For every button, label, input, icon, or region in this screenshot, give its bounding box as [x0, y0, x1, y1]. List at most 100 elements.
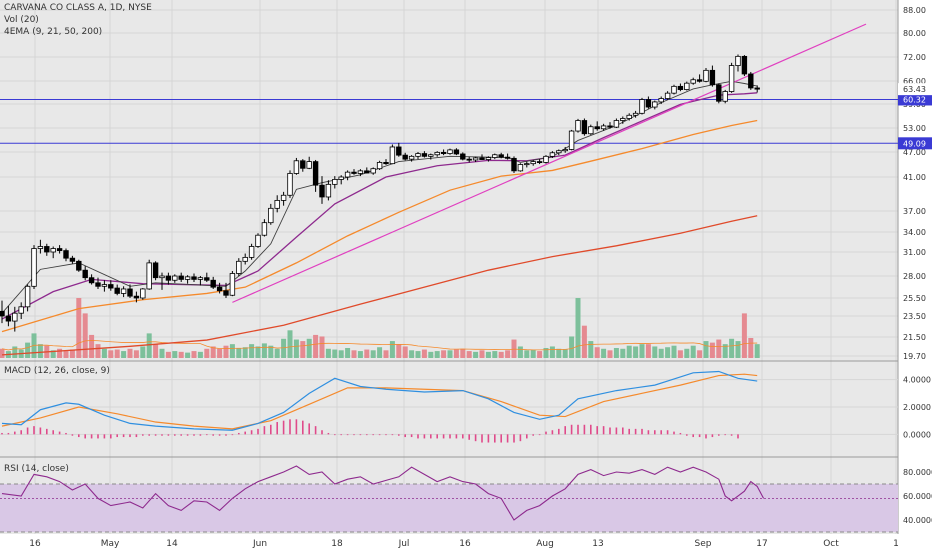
volume-bar [473, 351, 479, 358]
price-tick-label: 21.50 [903, 333, 926, 342]
candle-body [216, 286, 223, 292]
macd-histogram-bar [545, 431, 547, 435]
candle-body [293, 160, 300, 174]
candle-body [396, 146, 402, 156]
candle-body [120, 288, 127, 294]
macd-histogram-bar [289, 419, 291, 435]
volume-bar [588, 341, 594, 358]
candle-body [274, 200, 280, 209]
volume-bar [178, 351, 184, 358]
macd-histogram-bar [142, 434, 144, 436]
volume-bar [697, 350, 703, 358]
candle-body [357, 170, 364, 174]
volume-bar [191, 351, 197, 358]
price-tick-label: 19.70 [903, 352, 926, 361]
macd-histogram-bar [295, 419, 298, 435]
macd-histogram-bar [500, 434, 502, 443]
macd-histogram-bar [270, 424, 272, 435]
macd-histogram-bar [391, 434, 394, 436]
candle-body [524, 163, 530, 166]
volume-bar [204, 348, 210, 358]
candle-body [594, 126, 600, 130]
candle-body [178, 275, 184, 280]
volume-bar [402, 346, 408, 358]
macd-histogram-bar [417, 434, 419, 439]
candle-body [575, 120, 581, 132]
volume-bar [319, 336, 325, 358]
volume-bar [153, 344, 159, 358]
volume-bar [76, 298, 82, 358]
rsi-tick-label: 60.0000 [903, 492, 932, 501]
volume-bar [197, 351, 203, 358]
volume-bar [466, 351, 472, 358]
price-tick-label: 25.50 [903, 294, 926, 303]
candle-body [88, 277, 95, 284]
volume-bar [293, 339, 299, 358]
macd-histogram-bar [46, 428, 48, 435]
date-tick-label: Jun [252, 539, 267, 549]
macd-histogram-bar [564, 426, 566, 435]
candle-body [127, 288, 133, 297]
price-tick-label: 53.00 [903, 124, 926, 133]
macd-histogram-bar [532, 434, 534, 436]
macd-histogram-bar [212, 434, 214, 436]
volume-bar [108, 350, 114, 358]
macd-histogram-bar [302, 420, 304, 435]
macd-histogram-bar [250, 430, 253, 435]
volume-bar [370, 350, 376, 358]
volume-bar [633, 346, 639, 358]
price-tick-label: 66.00 [903, 77, 926, 86]
macd-histogram-bar [276, 422, 278, 435]
volume-bar [383, 350, 389, 358]
macd-histogram-bar [519, 434, 522, 442]
macd-histogram-bar [590, 424, 592, 435]
candle-body [204, 277, 210, 281]
macd-histogram-bar [558, 428, 560, 435]
volume-bar [281, 338, 287, 358]
volume-bar [121, 351, 127, 358]
candle-body [223, 290, 229, 296]
macd-histogram-bar [462, 434, 464, 439]
vol-legend: Vol (20) [4, 15, 39, 25]
macd-histogram-bar [538, 434, 541, 436]
candle-body [671, 85, 677, 94]
candle-body [172, 275, 178, 281]
date-tick-label: Oct [823, 539, 839, 549]
volume-bar [613, 348, 619, 358]
candle-body [376, 162, 383, 170]
candle-body [261, 222, 268, 236]
volume-bar [434, 351, 440, 358]
ema200-line [1, 215, 758, 356]
volume-bar [300, 341, 306, 358]
macd-histogram-bar [225, 434, 227, 436]
macd-histogram-bar [263, 426, 266, 435]
macd-histogram-bar [135, 434, 138, 438]
candle-body [517, 164, 524, 172]
price-tick-label: 88.00 [903, 6, 926, 15]
volume-bar [741, 313, 747, 358]
volume-bar [249, 344, 255, 358]
candle-body [735, 55, 741, 66]
macd-histogram-bar [718, 434, 720, 436]
volume-bar [210, 346, 216, 358]
candle-body [101, 284, 108, 287]
candle-body [415, 153, 421, 157]
candle-body [370, 168, 376, 174]
candle-body [447, 149, 453, 154]
macd-histogram-bar [423, 434, 426, 439]
candle-body [492, 154, 498, 158]
price-tick-label: 28.00 [903, 272, 926, 281]
volume-bar [268, 345, 274, 358]
macd-histogram-bar [282, 420, 285, 435]
macd-legend: MACD (12, 26, close, 9) [4, 366, 110, 376]
candle-body [696, 79, 703, 82]
candle-body [536, 161, 543, 163]
date-tick-label: 16 [459, 539, 471, 549]
last-price-label: 63.43 [903, 85, 926, 94]
candle-body [165, 275, 172, 281]
volume-bar [594, 347, 600, 358]
volume-bar [716, 339, 722, 358]
volume-bar [537, 351, 543, 358]
candle-body [754, 87, 760, 90]
